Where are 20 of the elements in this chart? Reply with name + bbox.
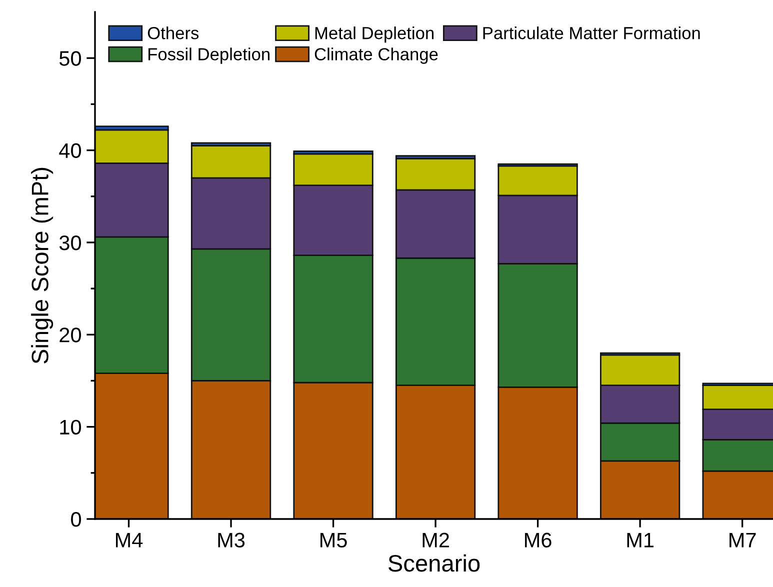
legend-label: Particulate Matter Formation: [483, 26, 700, 40]
x-tick-label: M7: [730, 532, 756, 548]
x-tick-label: M1: [627, 532, 654, 548]
y-tick-label: 0: [71, 512, 81, 527]
y-tick-label: 10: [60, 420, 81, 435]
legend-label: Metal Depletion: [315, 26, 434, 43]
x-tick-label: M3: [218, 532, 245, 548]
legend-label: Fossil Depletion: [148, 48, 270, 64]
y-tick-label: 20: [60, 328, 81, 342]
legend-label: Others: [148, 26, 199, 40]
x-axis-title: Scenario: [388, 554, 480, 572]
y-tick-label: 50: [59, 51, 81, 66]
x-tick-label: M6: [525, 532, 552, 548]
legend-label: Climate Change: [314, 48, 438, 64]
x-tick-label: M2: [422, 532, 449, 548]
y-tick-label: 40: [59, 143, 81, 158]
x-tick-label: M5: [320, 532, 347, 548]
y-axis-title: Single Score (mPt): [31, 168, 54, 364]
y-tick-label: 30: [59, 235, 81, 250]
x-tick-label: M4: [116, 532, 143, 548]
